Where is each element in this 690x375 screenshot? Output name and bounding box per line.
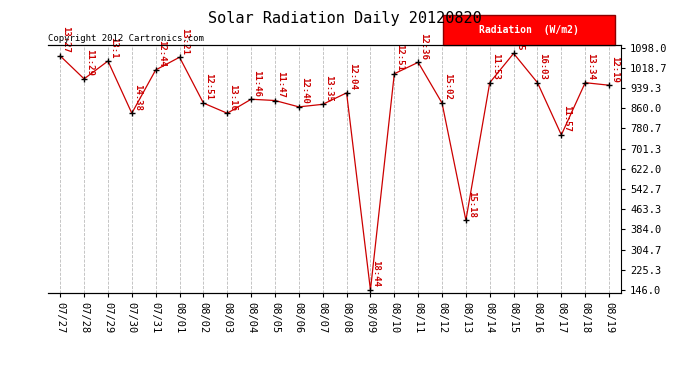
- Text: 15:02: 15:02: [443, 74, 452, 100]
- Text: Radiation  (W/m2): Radiation (W/m2): [480, 25, 580, 35]
- Text: 13:27: 13:27: [61, 26, 70, 53]
- Text: Copyright 2012 Cartronics.com: Copyright 2012 Cartronics.com: [48, 33, 204, 42]
- Text: 11:47: 11:47: [276, 71, 285, 98]
- Text: 11:53: 11:53: [491, 53, 500, 80]
- Text: 14:38: 14:38: [133, 84, 142, 111]
- Text: Solar Radiation Daily 20120820: Solar Radiation Daily 20120820: [208, 11, 482, 26]
- Text: 15:18: 15:18: [467, 190, 476, 217]
- Text: 12:40: 12:40: [300, 77, 309, 104]
- Text: 13:21: 13:21: [181, 28, 190, 54]
- Text: 11:57: 11:57: [562, 105, 571, 132]
- Text: 16:03: 16:03: [538, 53, 548, 80]
- Text: 11:46: 11:46: [252, 70, 262, 96]
- FancyBboxPatch shape: [444, 15, 615, 45]
- Text: 13:35: 13:35: [324, 75, 333, 102]
- Text: 13:1: 13:1: [109, 37, 118, 58]
- Text: 12:36: 12:36: [420, 33, 428, 60]
- Text: 11:29: 11:29: [85, 49, 94, 76]
- Text: 12:51: 12:51: [204, 74, 213, 100]
- Text: 12:19: 12:19: [610, 56, 619, 82]
- Text: 12:04: 12:04: [348, 63, 357, 90]
- Text: 13:16: 13:16: [228, 84, 237, 111]
- Text: 13:34: 13:34: [586, 53, 595, 80]
- Text: 18:44: 18:44: [371, 260, 380, 287]
- Text: 12:44: 12:44: [157, 40, 166, 67]
- Text: 12:51: 12:51: [395, 44, 404, 71]
- Text: 11:5: 11:5: [515, 29, 524, 51]
